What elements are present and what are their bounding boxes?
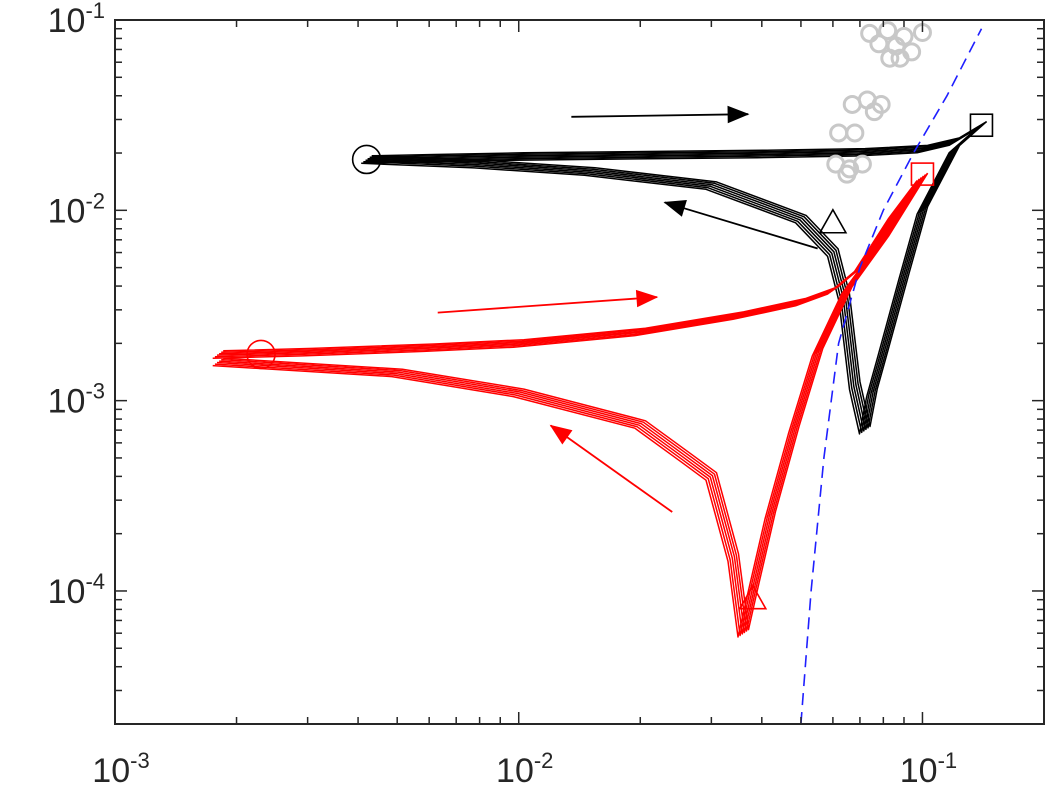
red-circle-marker bbox=[246, 339, 276, 370]
black-circle-marker bbox=[351, 144, 382, 175]
black-series-line-1 bbox=[363, 126, 979, 434]
black-series-line-0 bbox=[367, 123, 983, 160]
black-series-line-1 bbox=[365, 125, 981, 432]
gray-circle-marker bbox=[852, 154, 872, 174]
red-series-line-3 bbox=[212, 180, 918, 638]
black-series-line-0 bbox=[369, 122, 985, 159]
red-series-line-2 bbox=[212, 180, 918, 359]
gray-circle-marker bbox=[842, 94, 862, 114]
red-direction-arrow bbox=[550, 424, 673, 513]
red-series-line-2 bbox=[216, 177, 922, 356]
arrowhead bbox=[549, 424, 573, 445]
red-series-line-3 bbox=[219, 175, 925, 634]
black-direction-arrow bbox=[664, 201, 818, 250]
arrowhead bbox=[727, 105, 750, 124]
black-series-line-1 bbox=[367, 123, 983, 431]
gray-circle-marker bbox=[837, 164, 857, 184]
black-square-marker bbox=[969, 113, 994, 138]
y-tick-label: 10-4 bbox=[48, 569, 105, 611]
red-series-line-3 bbox=[223, 172, 929, 631]
red-series-line-3 bbox=[214, 178, 920, 637]
gray-circle-marker bbox=[829, 123, 849, 143]
gray-circle-marker bbox=[869, 34, 889, 54]
axes-frame bbox=[114, 19, 1045, 725]
gray-circle-marker bbox=[890, 48, 910, 68]
gray-circle-marker bbox=[880, 48, 900, 68]
y-tick-label: 10-1 bbox=[48, 0, 105, 40]
x-tick-label: 10-2 bbox=[496, 748, 553, 790]
black-series-line-1 bbox=[361, 128, 977, 435]
red-series-line-3 bbox=[221, 174, 927, 632]
arrowhead bbox=[663, 199, 687, 217]
gray-circle-marker bbox=[878, 21, 898, 41]
black-series-line-1 bbox=[371, 121, 988, 428]
gray-circle-marker bbox=[845, 123, 865, 143]
red-triangle-marker bbox=[738, 584, 768, 610]
black-direction-arrow bbox=[571, 113, 749, 118]
black-series-line-1 bbox=[369, 122, 986, 429]
arrowhead bbox=[635, 289, 659, 308]
tick-labels: 10-3 10-2 10-1 10-4 10-3 10-2 10-1 bbox=[48, 0, 958, 790]
red-series-line-2 bbox=[221, 174, 927, 353]
x-tick-label: 10-1 bbox=[900, 748, 957, 790]
y-tick-label: 10-2 bbox=[48, 188, 105, 230]
black-series-line-0 bbox=[365, 125, 981, 161]
y-tick-label: 10-3 bbox=[48, 379, 105, 421]
x-tick-label: 10-3 bbox=[92, 748, 149, 790]
red-series-line-2 bbox=[219, 175, 925, 355]
reference-dashed-line bbox=[800, 28, 983, 724]
gray-circle-marker bbox=[860, 23, 880, 43]
black-triangle-marker bbox=[818, 208, 848, 234]
axis-ticks bbox=[114, 19, 1045, 725]
black-series-line-0 bbox=[371, 120, 987, 157]
red-series-line-2 bbox=[214, 178, 920, 358]
gray-circle-marker bbox=[864, 102, 884, 122]
red-series-line-2 bbox=[223, 172, 929, 352]
plot-area bbox=[212, 21, 994, 724]
red-direction-arrow bbox=[437, 296, 658, 314]
red-square-marker bbox=[910, 162, 935, 186]
red-series-line-3 bbox=[216, 177, 923, 635]
